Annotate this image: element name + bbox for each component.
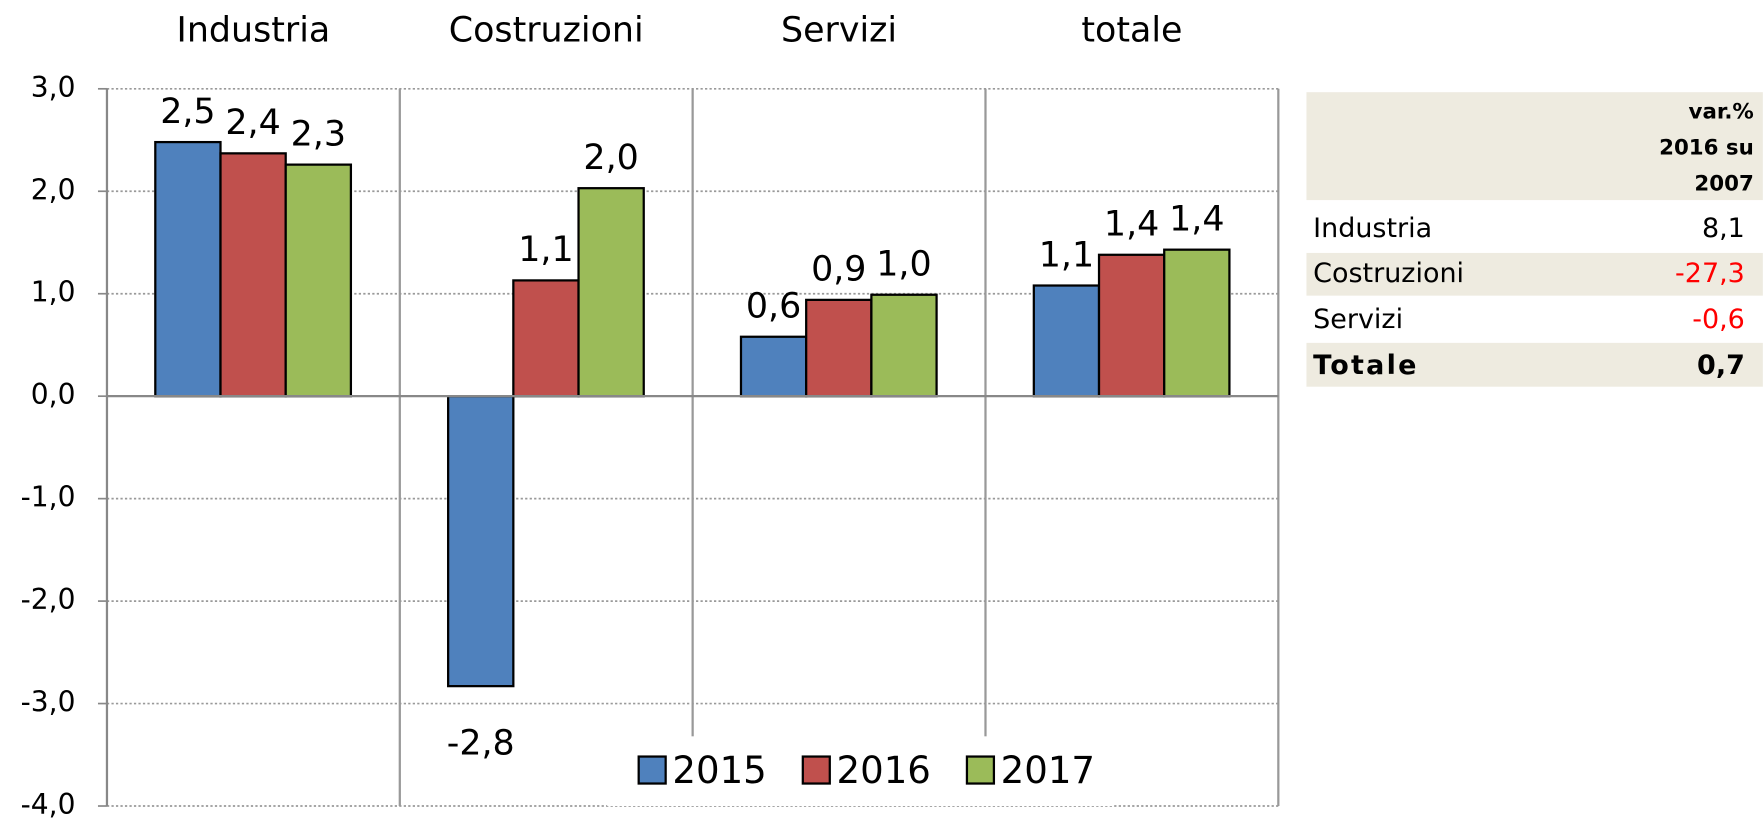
data-label: 1,0: [876, 245, 931, 285]
y-tick-label: -4,0: [21, 788, 76, 821]
data-label: 1,4: [1104, 205, 1159, 245]
bar: [739, 335, 808, 398]
table-cell: Industria: [1313, 213, 1432, 244]
table-cell: -0,6: [1692, 304, 1745, 335]
legend-swatch: [801, 755, 831, 785]
category-label: Servizi: [781, 10, 897, 50]
bar: [447, 395, 515, 688]
data-label: 1,1: [518, 230, 573, 270]
y-tick-label: 3,0: [31, 71, 76, 104]
y-tick-label: -3,0: [21, 686, 76, 719]
table-header-bg: [1306, 92, 1763, 201]
bar: [577, 187, 645, 398]
bar: [805, 298, 873, 398]
y-tick-label: 2,0: [31, 173, 76, 206]
legend-label: 2015: [672, 749, 766, 792]
bar: [154, 140, 222, 398]
table-cell: Totale: [1313, 350, 1418, 381]
bar: [870, 293, 938, 398]
table-cell: -27,3: [1675, 258, 1745, 289]
y-tick-label: 0,0: [31, 378, 76, 411]
table-cell: Servizi: [1313, 304, 1403, 335]
data-label: 1,1: [1039, 235, 1094, 275]
table-cell: 0,7: [1697, 350, 1745, 381]
bar: [284, 163, 353, 398]
data-label: 1,4: [1169, 199, 1224, 239]
data-label: 2,3: [291, 114, 346, 154]
category-label: totale: [1081, 10, 1182, 50]
data-label: 0,9: [811, 250, 866, 290]
legend-label: 2016: [837, 749, 931, 792]
data-label: 2,4: [225, 103, 280, 143]
legend-swatch: [965, 755, 996, 785]
bar: [219, 152, 287, 398]
legend-box: [607, 736, 1114, 807]
legend-swatch: [637, 755, 667, 785]
y-tick-label: 1,0: [31, 276, 76, 309]
table-row-bg: [1306, 252, 1763, 296]
bar: [1032, 284, 1101, 398]
data-label: 2,0: [583, 138, 638, 178]
bar: [512, 279, 580, 398]
data-label: 2,5: [160, 92, 215, 132]
table-header: 2016 su: [1659, 135, 1754, 160]
category-label: Costruzioni: [449, 10, 644, 50]
bar: [1163, 248, 1231, 398]
legend-label: 2017: [1001, 749, 1095, 792]
y-tick-label: -2,0: [21, 583, 76, 616]
data-label: -2,8: [447, 724, 515, 764]
y-tick-label: -1,0: [21, 481, 76, 514]
table-cell: 8,1: [1702, 213, 1745, 244]
data-label: 0,6: [746, 287, 801, 327]
category-label: Industria: [177, 10, 331, 50]
table-header: 2007: [1694, 171, 1753, 196]
table-row-bg: [1306, 342, 1763, 387]
bar: [1097, 253, 1166, 398]
table-cell: Costruzioni: [1313, 258, 1464, 289]
table-header: var.%: [1689, 99, 1754, 124]
